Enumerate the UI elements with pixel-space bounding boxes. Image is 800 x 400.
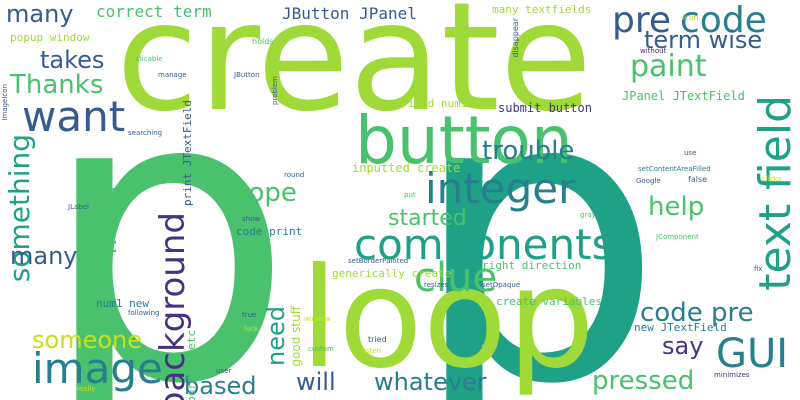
word-round: round	[284, 171, 305, 179]
word-thanks: Thanks	[10, 70, 104, 100]
word-create: create	[116, 0, 593, 145]
word-without: without	[640, 47, 667, 55]
word-searching: searching	[128, 129, 163, 137]
word-takes: takes	[40, 46, 105, 74]
word-hope: hope	[232, 178, 297, 208]
word-clicable: clicable	[136, 55, 163, 63]
word-good-stuff: good stuff	[289, 306, 303, 367]
word-based: based	[184, 372, 257, 400]
word-true: true	[242, 311, 257, 319]
word-gui: GUI	[716, 331, 789, 377]
word-many-2: many	[10, 242, 78, 270]
word-code: code	[680, 0, 767, 41]
word-help: help	[648, 192, 705, 222]
word-jpanel-jtextfield: JPanel JTextField	[622, 89, 745, 103]
word-image: image	[32, 344, 163, 393]
word-holds: holds	[252, 37, 274, 46]
word-use: use	[684, 149, 697, 157]
word-will: will	[296, 368, 336, 396]
word-window: window	[304, 315, 331, 323]
word-luck: luck	[244, 325, 259, 333]
word-integer: integer	[425, 164, 576, 213]
word-correct-term: correct term	[96, 2, 212, 21]
word-new-jtextfield: new JTextField	[634, 321, 727, 334]
word-create-variables: create variables	[496, 295, 602, 308]
word-right-direction: right direction	[482, 259, 582, 272]
word-ugly: ugly	[112, 325, 127, 333]
word-icon: icon	[682, 13, 699, 22]
word-put: put	[404, 191, 416, 199]
word-paint: paint	[630, 49, 707, 84]
word-say: say	[662, 332, 704, 360]
word-minimizes: minimizes	[714, 371, 750, 379]
word-mean: mean	[94, 186, 122, 255]
word-button: button	[355, 102, 573, 179]
word-following: following	[128, 309, 160, 317]
word-loop: loop	[300, 238, 595, 399]
word-someone: someone	[32, 326, 142, 354]
word-jcomponent: JComponent	[656, 233, 699, 241]
word-resizes: resizes	[424, 281, 449, 289]
word-submit-button: submit button	[498, 101, 592, 115]
word-generically-create: generically create	[332, 267, 452, 280]
word-p-right: p	[410, 7, 664, 400]
word-need: need	[262, 306, 290, 366]
word-many: many	[6, 0, 74, 28]
word-term-wise: term wise	[644, 26, 763, 54]
word-google: Google	[636, 177, 661, 185]
word-setopaque: setOpaque	[482, 281, 521, 289]
word-popup-window: popup window	[10, 31, 90, 44]
word-fix: fix	[754, 265, 763, 273]
word-code-print: code print	[236, 225, 303, 238]
word-jtextfield-num1: JTextField num1	[368, 97, 468, 110]
word-components: components	[354, 220, 614, 269]
word-num1-new: num1 new	[96, 297, 149, 310]
word-imageicon: ImageIcon	[1, 84, 9, 121]
word-pre: pre	[612, 0, 672, 41]
word-want: want	[22, 92, 126, 141]
word-borders-etc: borders etc	[185, 330, 198, 400]
word-well: Well	[96, 291, 111, 299]
word-manage: manage	[158, 71, 187, 79]
word-jlabel: JLabel	[68, 203, 89, 211]
word-started: started	[388, 206, 467, 231]
word-problem: problem	[271, 76, 279, 105]
word-show: show	[242, 215, 261, 223]
word-trouble: trouble	[482, 136, 575, 166]
word-false: false	[688, 175, 708, 184]
word-clicks: clicks	[762, 175, 782, 183]
word-disappear: disappear	[511, 18, 520, 58]
word-whatever: whatever	[374, 368, 487, 396]
word-many-textfields: many textfields	[492, 3, 592, 16]
word-setborderpainted: setBorderPainted	[348, 257, 409, 265]
word-custom: custom	[308, 345, 334, 353]
word-print-jtextfield: print JTextField	[181, 100, 194, 206]
word-p-left: p	[40, 7, 294, 400]
word-inputted-create: inputted create	[352, 161, 461, 175]
word-pressed: pressed	[592, 366, 695, 396]
word-really: really	[76, 385, 96, 393]
word-gray: gray	[580, 211, 596, 219]
word-tried: tried	[368, 335, 387, 344]
word-listen: listen	[362, 347, 382, 355]
word-jbutton: JButton	[234, 71, 260, 79]
word-jbutton-jpanel: JButton JPanel	[282, 4, 417, 23]
word-user: user	[216, 367, 232, 375]
word-code-pre: code pre	[640, 298, 754, 328]
word-text-field: text field	[750, 95, 800, 291]
word-clue: clue	[414, 255, 498, 301]
word-setcontentareafilled: setContentAreaFilled	[638, 165, 711, 173]
